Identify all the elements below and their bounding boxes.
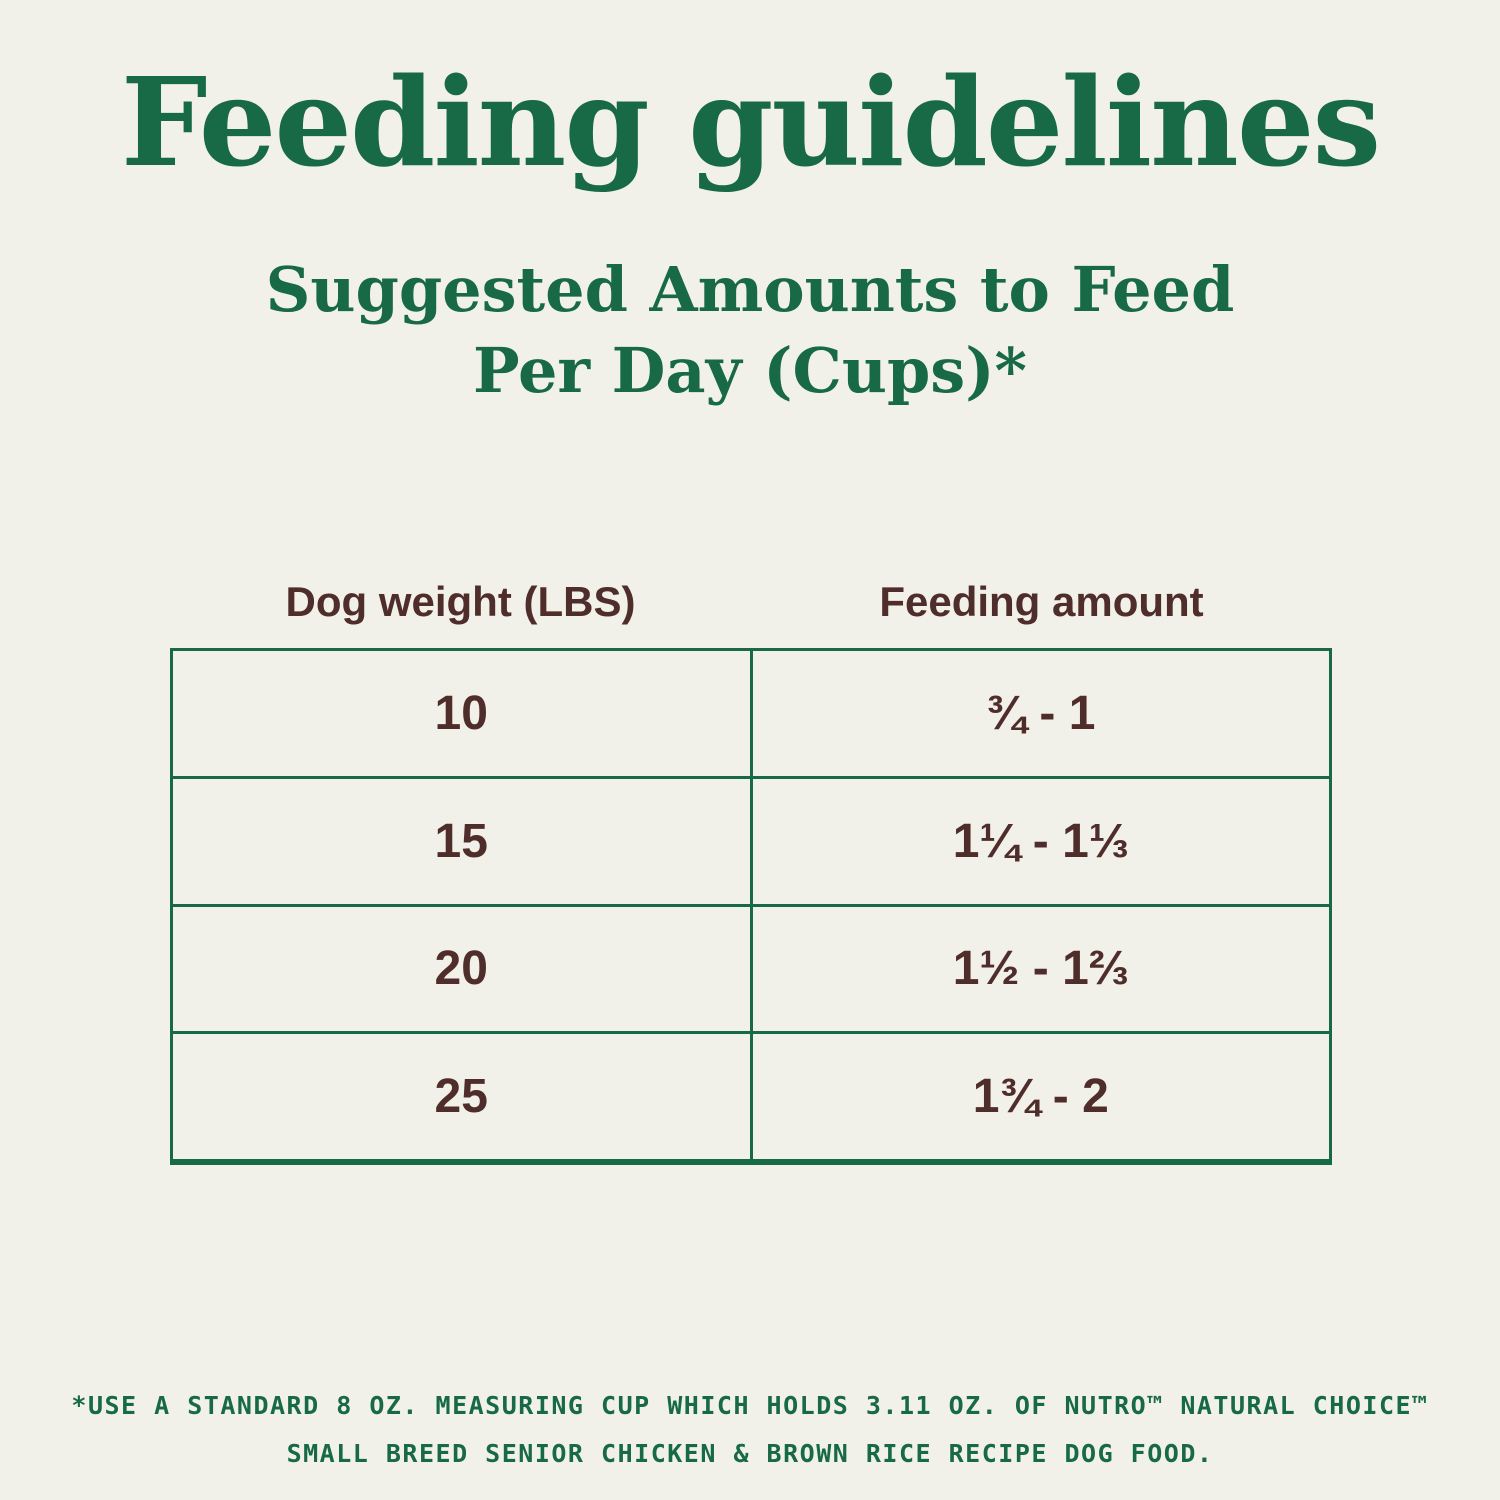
table-row: 10 ¾ - 1 [173,651,1329,779]
column-header-feeding-amount: Feeding amount [879,578,1204,625]
feeding-amount-value: 1¾ - 2 [972,1070,1109,1124]
feeding-amount-value: 1½ - 1⅔ [952,942,1129,996]
table-row: 25 1¾ - 2 [173,1034,1329,1159]
measuring-cup-footnote: *USE A STANDARD 8 OZ. MEASURING CUP WHIC… [71,1391,1429,1468]
table-row: 20 1½ - 1⅔ [173,906,1329,1035]
dog-weight-value: 25 [173,1034,753,1159]
dog-weight-value: 20 [173,906,753,1032]
feeding-amount-value: ¾ - 1 [986,686,1096,740]
page-subtitle: Suggested Amounts to Feed Per Day (Cups)… [265,253,1235,407]
feeding-amount-value: 1¼ - 1⅓ [952,814,1129,868]
column-header-dog-weight: Dog weight (LBS) [285,578,636,625]
dog-weight-value: 10 [173,651,753,776]
page-title: Feeding guidelines [120,50,1381,194]
feeding-table: 10 ¾ - 1 15 1¼ - 1⅓ 20 1½ - 1⅔ 25 1¾ - 2 [170,648,1332,1165]
dog-weight-value: 15 [173,778,753,904]
table-column-headers: Dog weight (LBS) Feeding amount [170,578,1332,626]
table-row: 15 1¼ - 1⅓ [173,778,1329,907]
